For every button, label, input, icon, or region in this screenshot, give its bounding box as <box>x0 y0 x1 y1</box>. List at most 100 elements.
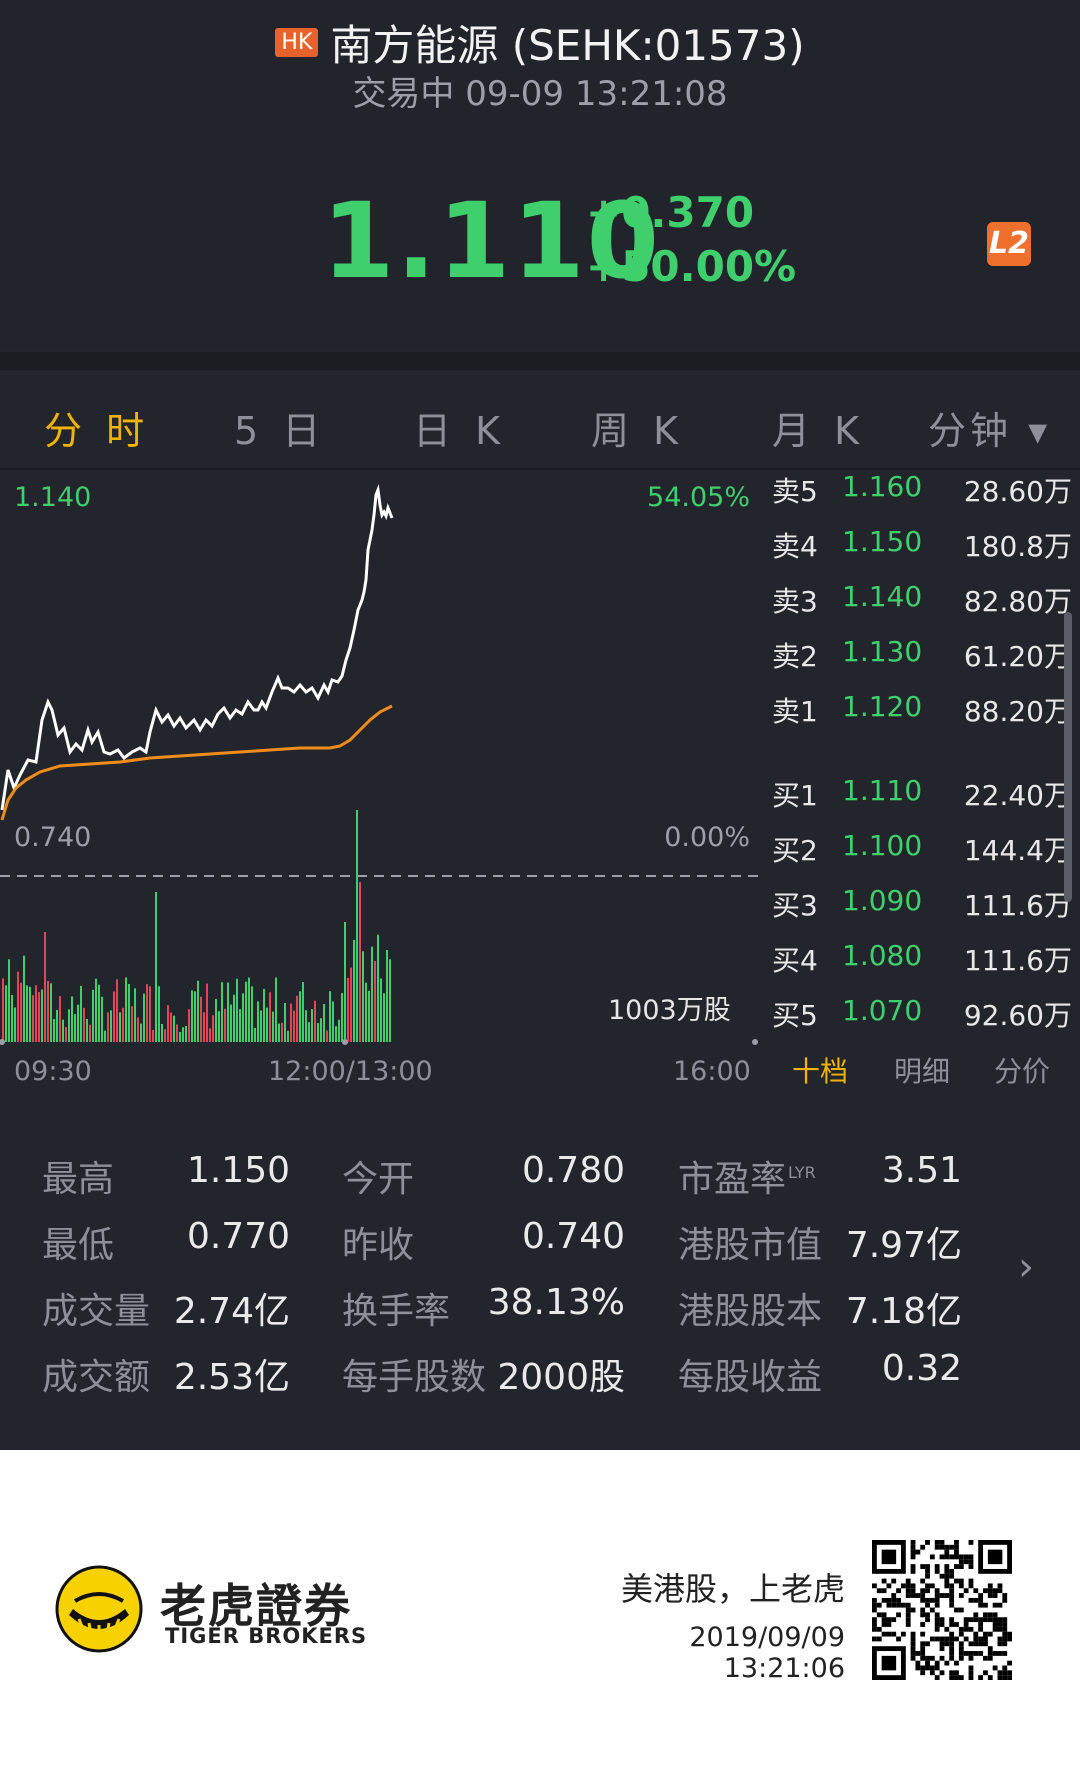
volume-bar <box>212 1015 214 1042</box>
tab-intraday[interactable]: 分 时 <box>44 409 151 453</box>
volume-bar <box>173 1015 175 1042</box>
tab-ten-levels[interactable]: 十档 <box>792 1055 849 1088</box>
volume-bar <box>158 986 160 1042</box>
volume-bar <box>386 949 388 1042</box>
stat-value-eps: 0.32 <box>881 1348 962 1389</box>
volume-bar <box>284 1002 286 1042</box>
order-book-scrollbar[interactable] <box>1064 612 1072 902</box>
volume-bar <box>287 1030 289 1042</box>
chart-top-percent: 54.05% <box>647 482 750 513</box>
volume-bar <box>320 1018 322 1042</box>
volume-bar <box>74 1014 76 1042</box>
volume-bar <box>203 1012 205 1042</box>
volume-bar <box>275 977 277 1042</box>
volume-bar <box>236 978 238 1042</box>
bid-label: 买4 <box>772 944 818 977</box>
volume-bar <box>356 810 358 1042</box>
stock-title: HK 南方能源 (SEHK:01573) <box>0 12 1080 73</box>
volume-bar <box>224 1008 226 1042</box>
stat-label-share-capital: 港股股本 <box>678 1291 823 1332</box>
tab-monthly-k[interactable]: 月 K <box>772 409 865 453</box>
volume-bar <box>167 1005 169 1042</box>
tab-weekly-k[interactable]: 周 K <box>591 409 684 453</box>
slogan: 美港股，上老虎 <box>620 1570 845 1608</box>
ask-price: 1.150 <box>842 525 923 558</box>
bid-volume: 111.6万 <box>963 889 1072 922</box>
order-book[interactable]: 卖5 1.160 28.60万 卖4 1.150 180.8万 卖3 1.140… <box>760 470 1080 1032</box>
bid-volume: 111.6万 <box>963 944 1072 977</box>
chart-time-end: 16:00 <box>673 1056 751 1087</box>
stat-label-turnover: 成交额 <box>42 1357 151 1398</box>
volume-bar <box>113 991 115 1042</box>
volume-bar <box>146 984 148 1042</box>
volume-bar <box>86 1018 88 1042</box>
stat-label-market-cap: 港股市值 <box>678 1225 823 1266</box>
volume-bar <box>5 985 7 1042</box>
chart-period-tabs: 分 时 5 日 日 K 周 K 月 K 分钟 ▾ <box>0 370 1080 470</box>
stat-value-market-cap: 7.97亿 <box>845 1225 962 1266</box>
volume-bar <box>140 1023 142 1042</box>
volume-bar <box>17 971 19 1042</box>
volume-bar <box>77 1004 79 1042</box>
volume-bar <box>62 1019 64 1042</box>
tab-price-distribution[interactable]: 分价 <box>994 1055 1051 1088</box>
trading-status: 交易中 09-09 13:21:08 <box>352 74 728 114</box>
tab-daily-k[interactable]: 日 K <box>413 409 506 453</box>
quote-stats[interactable]: 最高 1.150 最低 0.770 成交量 2.74亿 成交额 2.53亿 今开… <box>0 1130 1080 1440</box>
qr-code-icon <box>872 1540 1012 1680</box>
volume-bar <box>302 982 304 1042</box>
volume-bar <box>164 1029 166 1042</box>
bid-price: 1.110 <box>842 774 923 807</box>
volume-bar <box>80 985 82 1042</box>
tab-5day[interactable]: 5 日 <box>234 409 327 453</box>
volume-bar <box>353 939 355 1042</box>
stat-value-lot-size: 2000股 <box>497 1357 625 1398</box>
stat-label-open: 今开 <box>342 1159 415 1200</box>
price-line <box>0 484 394 811</box>
volume-bar <box>221 982 223 1042</box>
ask-row-5: 卖5 1.160 28.60万 <box>760 470 1080 510</box>
volume-bar <box>56 1009 58 1042</box>
bid-volume: 92.60万 <box>963 999 1072 1032</box>
volume-bar <box>281 1022 283 1042</box>
tab-minute-dropdown[interactable]: 分钟 ▾ <box>928 409 1052 453</box>
volume-bar <box>155 892 157 1042</box>
ask-volume: 61.20万 <box>963 640 1072 673</box>
volume-bar <box>152 1029 154 1042</box>
volume-bar <box>251 986 253 1042</box>
price-change-percent: +50.00% <box>586 242 797 291</box>
ask-price: 1.140 <box>842 580 923 613</box>
volume-bar <box>314 1000 316 1042</box>
bid-label: 买3 <box>772 889 818 922</box>
bid-price: 1.090 <box>842 884 923 917</box>
stat-value-pe: 3.51 <box>881 1150 962 1191</box>
volume-bar <box>182 1027 184 1042</box>
level2-badge[interactable]: L2 <box>987 222 1031 266</box>
volume-bar <box>299 991 301 1042</box>
volume-bar <box>119 1012 121 1042</box>
volume-bar <box>305 1010 307 1042</box>
volume-bar <box>176 1024 178 1042</box>
bid-row-5: 买5 1.070 92.60万 <box>760 994 1080 1034</box>
volume-bar <box>137 1017 139 1042</box>
intraday-chart[interactable]: 1.140 54.05% 0.740 0.00% 1003万股 09:30 12… <box>0 470 760 1110</box>
volume-bar <box>122 1007 124 1042</box>
volume-bar <box>188 1009 190 1042</box>
tab-trade-details[interactable]: 明细 <box>894 1055 951 1088</box>
volume-bar <box>269 992 271 1042</box>
bid-price: 1.070 <box>842 994 923 1027</box>
order-book-tabs: 十档 明细 分价 <box>760 1050 1080 1090</box>
volume-bar <box>26 985 28 1042</box>
stat-value-open: 0.780 <box>521 1150 625 1191</box>
volume-bar <box>95 978 97 1042</box>
volume-bar <box>272 1011 274 1042</box>
stat-label-pe-superscript: LYR <box>788 1163 816 1182</box>
volume-bar <box>380 978 382 1042</box>
volume-bar <box>383 993 385 1042</box>
volume-bar <box>161 1023 163 1042</box>
volume-bar <box>14 1007 16 1042</box>
intraday-chart-svg <box>0 484 760 1045</box>
volume-bar <box>323 1003 325 1042</box>
chevron-right-icon[interactable]: › <box>1018 1244 1034 1290</box>
stat-value-turnover-rate: 38.13% <box>487 1282 625 1323</box>
